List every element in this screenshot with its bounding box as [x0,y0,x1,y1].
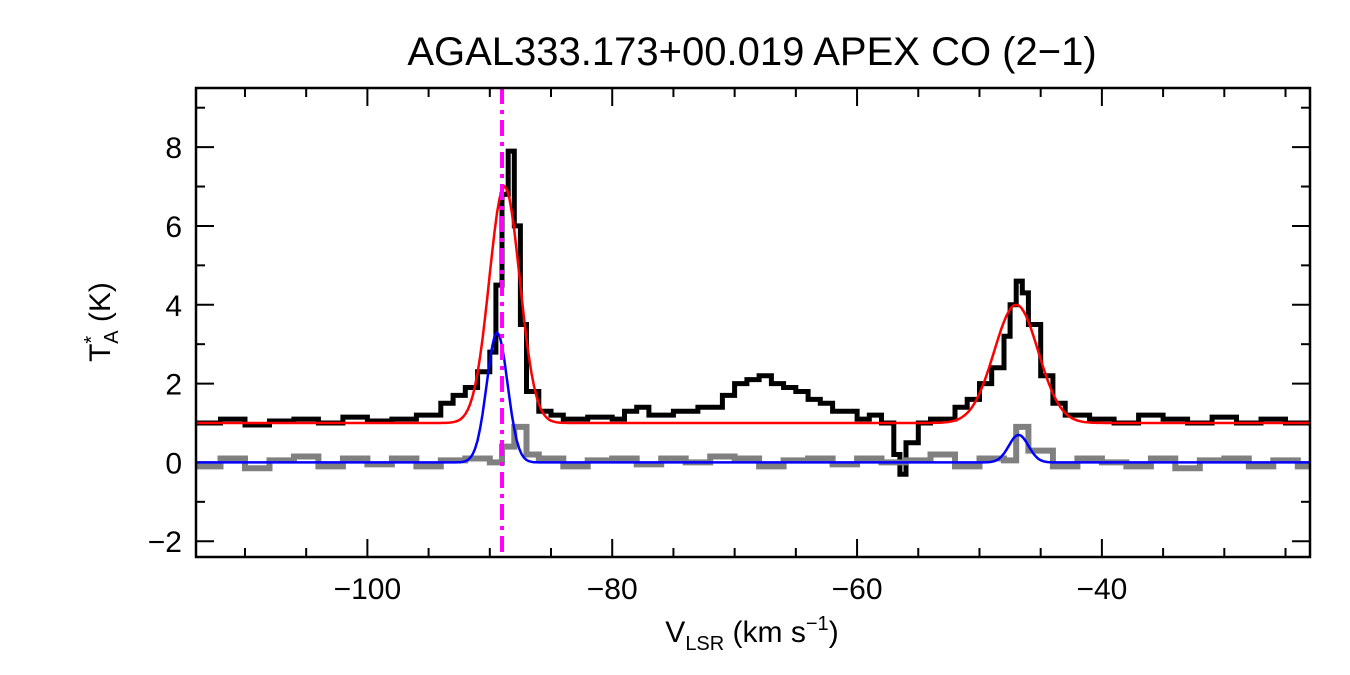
y-axis-label-sub: A [101,330,123,344]
plot-area: −100 −80 −60 −40 −2 0 2 4 6 8 [148,86,1312,606]
x-tick-label: −60 [832,573,883,606]
y-tick-label: 4 [165,290,182,323]
gaussian-fit-line [196,184,1310,425]
y-tick-label: −2 [148,526,182,559]
plot-frame [194,86,1312,559]
co-2-1-spectrum-line [196,148,1310,477]
x-axis-label-close: ) [829,616,839,649]
x-tick-label: −80 [587,573,638,606]
chart-title: AGAL333.173+00.019 APEX CO (2−1) [407,30,1096,74]
x-axis-label-sub: LSR [685,633,724,655]
x-axis-label: VLSR (km s−1) [665,613,838,655]
tracer-fit-line [196,330,1310,464]
y-tick-label: 8 [165,132,182,165]
y-axis-label-main: T [84,344,117,362]
y-axis-label-sup: * [81,336,103,344]
y-tick-label: 0 [165,447,182,480]
x-axis-label-sup: −1 [806,613,829,635]
y-axis-label: T*A (K) [81,282,123,362]
x-tick-label: −40 [1076,573,1127,606]
y-tick-label: 6 [165,211,182,244]
x-axis-label-main: V [665,616,685,649]
x-tick-label: −100 [334,573,402,606]
x-axis-label-rest: (km s [724,616,806,649]
y-axis-label-rest: (K) [84,282,117,330]
residual-spectrum-line [196,423,1310,472]
y-tick-label: 2 [165,369,182,402]
